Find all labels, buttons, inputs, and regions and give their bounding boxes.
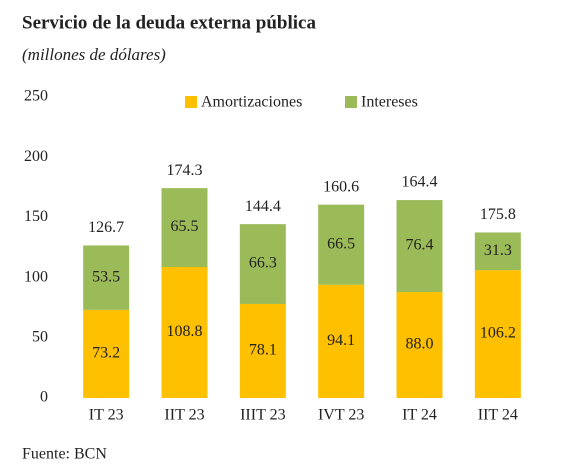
legend-label: Intereses xyxy=(361,94,418,111)
legend-label: Amortizaciones xyxy=(201,94,302,111)
bar-segment xyxy=(318,284,365,398)
data-label: 66.5 xyxy=(327,235,355,252)
total-label: 164.4 xyxy=(402,174,438,191)
y-tick-label: 100 xyxy=(24,268,48,285)
bar-segment xyxy=(239,303,286,398)
data-label: 76.4 xyxy=(406,237,434,254)
bar-segment xyxy=(474,270,521,398)
bar-segment xyxy=(83,309,130,398)
x-tick-label: IT 24 xyxy=(402,407,437,424)
total-label: 175.8 xyxy=(480,206,516,223)
x-tick-label: IT 23 xyxy=(89,407,124,424)
y-tick-label: 200 xyxy=(24,148,48,165)
total-label: 126.7 xyxy=(88,219,124,236)
chart-title: Servicio de la deuda externa pública xyxy=(22,12,316,33)
bar-segment xyxy=(318,204,365,285)
data-label: 65.5 xyxy=(171,218,199,235)
x-tick-label: IVT 23 xyxy=(318,407,364,424)
bar-segment xyxy=(83,245,130,310)
data-label: 94.1 xyxy=(327,332,355,349)
y-tick-label: 0 xyxy=(40,389,48,406)
bar-segment xyxy=(474,232,521,271)
data-label: 106.2 xyxy=(480,325,516,342)
data-label: 31.3 xyxy=(484,242,512,259)
data-label: 78.1 xyxy=(249,342,277,359)
data-label: 108.8 xyxy=(167,323,203,340)
x-tick-label: IIIT 23 xyxy=(240,407,285,424)
bar-segment xyxy=(396,200,443,293)
legend-swatch xyxy=(345,96,357,108)
total-label: 174.3 xyxy=(167,162,203,179)
total-label: 144.4 xyxy=(245,198,281,215)
data-label: 53.5 xyxy=(92,268,120,285)
bar-segment xyxy=(161,188,208,268)
data-label: 88.0 xyxy=(406,336,434,353)
bar-segment xyxy=(239,224,286,304)
bar-segment xyxy=(161,267,208,398)
data-label: 66.3 xyxy=(249,255,277,272)
total-label: 160.6 xyxy=(323,178,359,195)
x-tick-label: IIT 24 xyxy=(478,407,518,424)
y-tick-label: 150 xyxy=(24,208,48,225)
data-label: 73.2 xyxy=(92,345,120,362)
legend-swatch xyxy=(185,96,197,108)
source: Fuente: BCN xyxy=(22,446,107,463)
y-tick-label: 250 xyxy=(24,88,48,105)
x-tick-label: IIT 23 xyxy=(164,407,204,424)
y-tick-label: 50 xyxy=(32,328,48,345)
bar-segment xyxy=(396,292,443,398)
chart-subtitle: (millones de dólares) xyxy=(22,45,166,64)
